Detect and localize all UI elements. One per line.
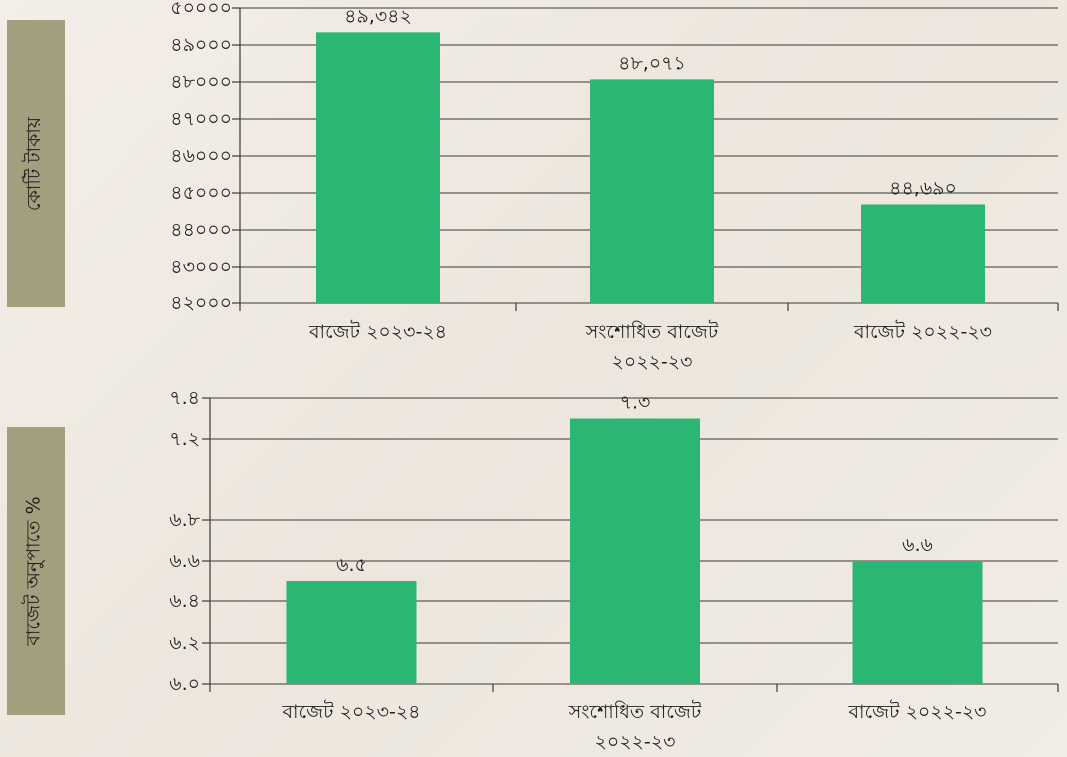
chart2-y-tick-label: ৭.২ [169, 428, 200, 450]
chart2-y-tick-label: ৬.৪ [169, 590, 200, 612]
chart1-y-tick-label: ৪৮০০০ [170, 71, 232, 93]
chart1-category-label: সংশোধিত বাজেট [585, 320, 719, 343]
chart2-y-tick-label: ৬.২ [169, 632, 200, 654]
chart1-category-label: ২০২২-২৩ [612, 351, 693, 373]
chart1-y-tick-label: ৪৭০০০ [170, 108, 232, 130]
chart2-category-label: ২০২২-২৩ [595, 731, 676, 753]
chart1-data-label: ৪৯,৩৪২ [344, 5, 412, 27]
chart2-data-label: ৭.৩ [620, 392, 651, 414]
chart1-y-tick-label: ৪৫০০০ [170, 182, 232, 204]
chart1-bar [861, 204, 985, 303]
chart1-y-tick-label: ৪৯০০০ [170, 34, 232, 56]
chart2-y-tick-label: ৬.৮ [169, 509, 200, 531]
chart2-data-label: ৬.৬ [902, 534, 933, 556]
chart2-bar [852, 561, 983, 684]
chart1-data-label: ৪৮,০৭১ [618, 52, 686, 74]
chart1-data-label: ৪৪,৬৯০ [889, 177, 957, 199]
chart2-y-tick-label: ৬.০ [169, 673, 200, 695]
chart1-ylabel-box: কোটি টাকায় [7, 20, 65, 307]
chart1-bar [316, 32, 440, 303]
chart1-bar [590, 79, 714, 303]
chart1-category-label: বাজেট ২০২২-২৩ [853, 320, 992, 343]
chart2-category-label: বাজেট ২০২২-২৩ [847, 700, 986, 723]
chart2-category-label: সংশোধিত বাজেট [568, 700, 702, 723]
chart2-data-label: ৬.৫ [336, 554, 367, 576]
chart1-y-tick-label: ৪৬০০০ [170, 145, 232, 167]
chart2-y-tick-label: ৬.৬ [169, 550, 200, 572]
chart2-category-label: বাজেট ২০২৩-২৪ [281, 700, 420, 723]
chart1-y-tick-label: ৪৪০০০ [170, 219, 232, 241]
chart2-ylabel-box: বাজেট অনুপাতে % [7, 427, 65, 715]
chart1-category-label: বাজেট ২০২৩-২৪ [308, 320, 447, 343]
chart2-bar [570, 418, 700, 684]
chart1-y-tick-label: ৪২০০০ [170, 292, 232, 314]
chart2-bar [286, 581, 417, 684]
chart2-y-tick-label: ৭.৪ [169, 387, 200, 409]
chart1-y-tick-label: ৫০০০০ [170, 0, 232, 19]
chart1-y-tick-label: ৪৩০০০ [170, 256, 232, 278]
